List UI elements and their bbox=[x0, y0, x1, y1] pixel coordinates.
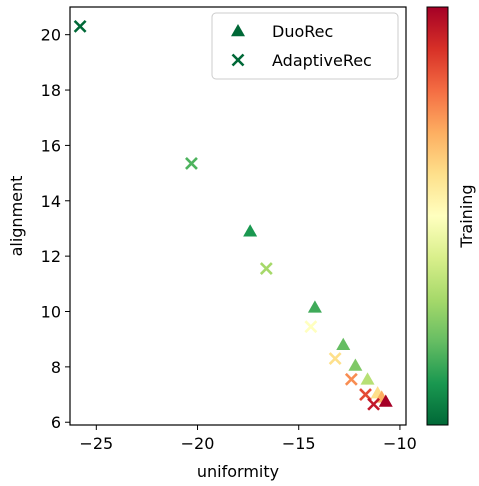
data-point-x bbox=[328, 352, 342, 365]
data-point-triangle bbox=[348, 358, 363, 371]
marks-layer bbox=[73, 19, 393, 411]
x-tick-label: −10 bbox=[383, 434, 417, 453]
data-point-x bbox=[73, 19, 87, 33]
x-axis: −25 −20 −15 −10 bbox=[79, 425, 417, 453]
data-point-x bbox=[259, 262, 273, 276]
y-axis-label: alignment bbox=[7, 176, 26, 257]
legend-box bbox=[211, 12, 399, 80]
y-tick-label: 10 bbox=[41, 303, 61, 322]
y-axis: 6 8 10 12 14 16 18 20 bbox=[41, 26, 70, 432]
legend-label-duorec: DuoRec bbox=[272, 22, 333, 41]
data-point-x bbox=[185, 156, 198, 170]
data-point-x bbox=[367, 397, 381, 411]
legend-label-adaptiverec: AdaptiveRec bbox=[272, 51, 372, 70]
data-point-x bbox=[344, 372, 358, 386]
y-tick-label: 6 bbox=[51, 413, 61, 432]
x-tick-label: −25 bbox=[79, 434, 113, 453]
data-point-triangle bbox=[243, 224, 258, 237]
x-tick-label: −15 bbox=[282, 434, 316, 453]
data-point-x bbox=[304, 320, 318, 334]
data-point-triangle bbox=[336, 337, 351, 350]
colorbar-label: Training bbox=[457, 184, 476, 248]
x-axis-label: uniformity bbox=[197, 462, 279, 481]
legend-marker-duorec bbox=[231, 24, 245, 37]
y-tick-label: 20 bbox=[41, 26, 61, 45]
legend: DuoRec AdaptiveRec bbox=[211, 12, 399, 80]
plot-frame bbox=[69, 6, 407, 426]
data-point-triangle bbox=[378, 394, 393, 407]
y-tick-label: 14 bbox=[41, 192, 61, 211]
legend-x-marker bbox=[231, 53, 245, 67]
y-tick-label: 18 bbox=[41, 81, 61, 100]
colorbar: Training bbox=[426, 6, 476, 426]
legend-marker-adaptiverec bbox=[231, 53, 245, 67]
y-tick-label: 8 bbox=[51, 358, 61, 377]
legend-triangle-marker bbox=[231, 24, 245, 37]
y-tick-label: 16 bbox=[41, 136, 61, 155]
x-tick-label: −20 bbox=[181, 434, 215, 453]
data-point-triangle bbox=[307, 300, 322, 313]
colorbar-gradient bbox=[426, 6, 449, 426]
data-point-triangle bbox=[360, 372, 375, 385]
y-tick-label: 12 bbox=[41, 247, 61, 266]
